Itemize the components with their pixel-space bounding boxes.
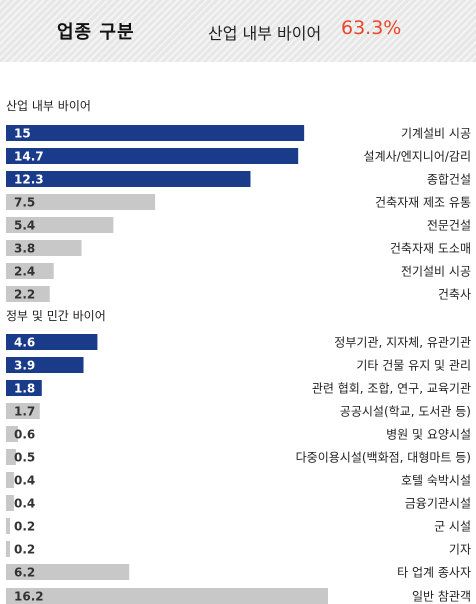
category-label: 기계설비 시공 — [401, 127, 471, 141]
category-label: 기자 — [449, 543, 471, 557]
bar — [6, 240, 82, 256]
category-label: 다중이용시설(백화점, 대형마트 등) — [296, 451, 471, 465]
bar-value-label: 1.8 — [14, 382, 35, 396]
category-label: 관련 협회, 조합, 연구, 교육기관 — [312, 382, 471, 396]
bar-value-label: 4.6 — [14, 336, 35, 350]
category-label: 일반 참관객 — [412, 590, 471, 604]
bar — [6, 194, 156, 210]
bar — [6, 564, 130, 580]
bar — [6, 217, 114, 233]
bar — [6, 263, 54, 279]
header-value: 63.3% — [341, 17, 402, 39]
bar — [6, 449, 16, 465]
bar — [6, 518, 10, 534]
category-label: 기타 건물 유지 및 관리 — [356, 359, 471, 373]
bar — [6, 495, 14, 511]
category-label: 건축자재 제조 유통 — [375, 196, 471, 210]
bar — [6, 588, 328, 604]
bar — [6, 380, 42, 396]
bar-value-label: 2.2 — [14, 288, 35, 302]
category-label: 종합건설 — [427, 173, 471, 187]
bar — [6, 148, 299, 164]
category-label: 금융기관시설 — [405, 497, 471, 511]
category-label: 병원 및 요양시설 — [386, 428, 471, 442]
bar — [6, 403, 40, 419]
bar-value-label: 5.4 — [14, 219, 35, 233]
category-label: 공공시설(학교, 도서관 등) — [340, 405, 471, 419]
bar — [6, 334, 98, 350]
bar-value-label: 2.4 — [14, 265, 35, 279]
bar-value-label: 15 — [14, 127, 31, 141]
category-label: 호텔 숙박시설 — [401, 474, 471, 488]
header-banner: 업종 구분 산업 내부 바이어 63.3% — [0, 0, 476, 62]
bar-value-label: 12.3 — [14, 173, 44, 187]
header-label: 산업 내부 바이어 — [208, 24, 322, 43]
bar-value-label: 6.2 — [14, 566, 35, 580]
bar — [6, 426, 18, 442]
category-label: 건축사 — [438, 288, 471, 302]
bar-value-label: 1.7 — [14, 405, 35, 419]
bar — [6, 171, 251, 187]
bar-value-label: 3.8 — [14, 242, 35, 256]
bar — [6, 357, 84, 373]
bar-value-label: 0.2 — [14, 520, 35, 534]
bar-value-label: 3.9 — [14, 359, 35, 373]
header-title: 업종 구분 — [57, 22, 135, 43]
category-label: 군 시설 — [434, 520, 471, 534]
bar-value-label: 0.2 — [14, 543, 35, 557]
bar — [6, 541, 10, 557]
bar — [6, 286, 50, 302]
category-label: 타 업계 종사자 — [397, 566, 471, 580]
category-label: 전기설비 시공 — [401, 265, 471, 279]
category-label: 전문건설 — [427, 219, 471, 233]
bar-value-label: 14.7 — [14, 150, 44, 164]
bar-value-label: 0.4 — [14, 497, 35, 511]
bar-value-label: 7.5 — [14, 196, 35, 210]
category-label: 건축자재 도소매 — [390, 242, 471, 256]
section-title: 산업 내부 바이어 — [6, 99, 91, 113]
bar-value-label: 0.4 — [14, 474, 35, 488]
bar-value-label: 0.5 — [14, 451, 35, 465]
bar — [6, 472, 14, 488]
category-label: 설계사/엔지니어/감리 — [364, 150, 471, 164]
bar — [6, 125, 305, 141]
bar-value-label: 0.6 — [14, 428, 35, 442]
category-label: 정부기관, 지자체, 유관기관 — [334, 336, 471, 350]
section-title: 정부 및 민간 바이어 — [6, 309, 106, 323]
bar-value-label: 16.2 — [14, 590, 44, 604]
